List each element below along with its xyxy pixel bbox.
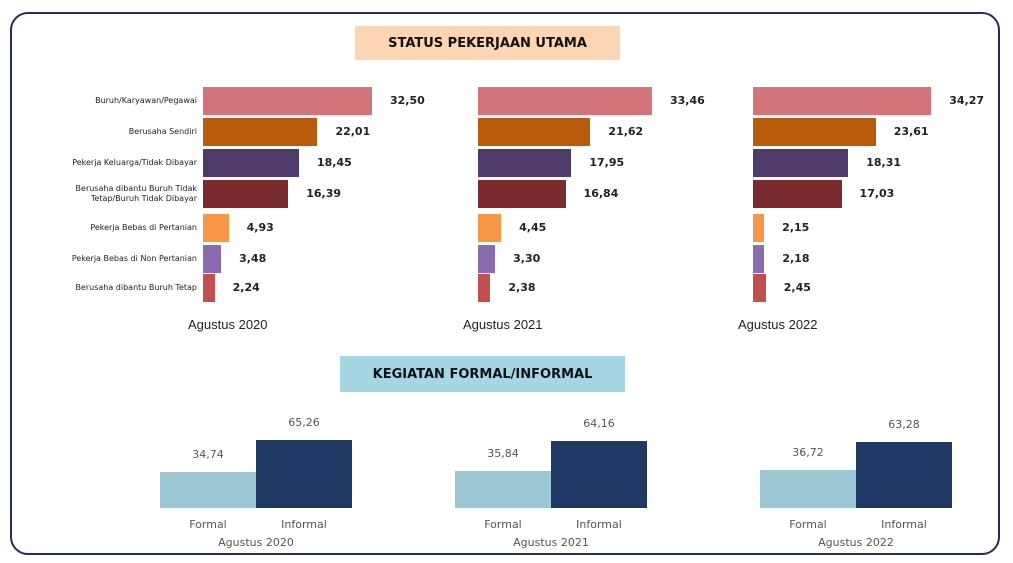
frame	[10, 12, 1000, 555]
bar	[753, 118, 876, 146]
value-label: 4,45	[519, 221, 547, 234]
bar	[203, 118, 318, 146]
bar	[753, 180, 842, 208]
category-label: Informal	[281, 518, 327, 531]
bar	[203, 245, 222, 273]
panel-label: Agustus 2021	[513, 536, 589, 549]
value-label: 17,95	[589, 156, 625, 169]
category-label: Berusaha dibantu Buruh Tidak Tetap/Buruh…	[75, 184, 197, 203]
category-label: Berusaha dibantu Buruh Tetap	[75, 283, 197, 292]
panel-label: Agustus 2022	[738, 317, 818, 332]
category-label: Formal	[484, 518, 522, 531]
bar	[256, 440, 352, 508]
value-label: 32,50	[390, 94, 425, 107]
bar	[478, 118, 591, 146]
value-label: 2,18	[782, 252, 810, 265]
category-label: Berusaha Sendiri	[128, 127, 197, 136]
panel-label: Agustus 2021	[463, 317, 543, 332]
bar	[856, 442, 952, 508]
category-label: Pekerja Bebas di Pertanian	[90, 223, 197, 232]
category-label: Formal	[789, 518, 827, 531]
bar	[753, 245, 765, 273]
bar	[160, 471, 256, 508]
value-label: 34,74	[192, 447, 224, 461]
value-label: 33,46	[669, 94, 705, 107]
bar	[478, 214, 502, 242]
category-label: Formal	[189, 518, 227, 531]
value-label: 34,27	[949, 94, 984, 107]
bar	[203, 87, 372, 115]
section-title: STATUS PEKERJAAN UTAMA	[355, 26, 620, 60]
panel-label: Agustus 2022	[818, 536, 894, 549]
bar	[753, 149, 849, 177]
value-label: 35,84	[487, 446, 519, 460]
value-label: 18,31	[866, 156, 901, 169]
value-label: 21,62	[608, 125, 644, 138]
value-label: 16,39	[306, 187, 342, 200]
value-label: 16,84	[583, 187, 619, 200]
section-title: KEGIATAN FORMAL/INFORMAL	[340, 356, 625, 392]
bar	[753, 214, 765, 242]
value-label: 18,45	[316, 156, 352, 169]
category-label: Informal	[576, 518, 622, 531]
bar	[753, 274, 766, 302]
category-label: Informal	[881, 518, 927, 531]
bar	[455, 470, 551, 508]
category-label: Pekerja Bebas di Non Pertanian	[71, 254, 197, 263]
bar	[203, 274, 215, 302]
bar	[478, 149, 572, 177]
bar	[551, 441, 647, 508]
category-label: Pekerja Keluarga/Tidak Dibayar	[72, 158, 197, 167]
value-label: 64,16	[583, 417, 615, 431]
value-label: 65,26	[288, 416, 320, 430]
value-label: 3,30	[513, 252, 541, 265]
panel-label: Agustus 2020	[188, 317, 268, 332]
value-label: 22,01	[335, 125, 371, 138]
value-label: 4,93	[246, 221, 274, 234]
category-label: Buruh/Karyawan/Pegawai	[95, 96, 197, 105]
value-label: 23,61	[893, 125, 929, 138]
bar	[753, 87, 932, 115]
bar	[478, 274, 491, 302]
bar	[478, 180, 566, 208]
value-label: 2,45	[783, 281, 811, 294]
panel-label: Agustus 2020	[218, 536, 294, 549]
value-label: 2,38	[508, 281, 536, 294]
bar	[478, 87, 652, 115]
value-label: 3,48	[239, 252, 267, 265]
bar	[203, 149, 299, 177]
value-label: 2,15	[782, 221, 810, 234]
value-label: 2,24	[232, 281, 260, 294]
value-label: 63,28	[888, 418, 920, 432]
bar	[203, 180, 289, 208]
bar	[478, 245, 496, 273]
bar	[760, 469, 856, 508]
bar	[203, 214, 229, 242]
value-label: 17,03	[859, 187, 895, 200]
value-label: 36,72	[792, 445, 824, 459]
